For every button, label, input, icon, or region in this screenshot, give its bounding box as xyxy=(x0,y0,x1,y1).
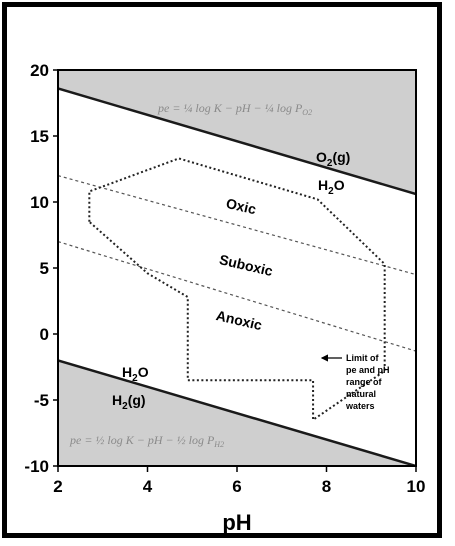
svg-text:Limit of: Limit of xyxy=(346,353,379,363)
svg-text:natural: natural xyxy=(346,389,376,399)
lower-equation: pe = ½ log K − pH − ½ log PH2 xyxy=(69,433,224,449)
y-tick-label: 10 xyxy=(30,193,49,212)
y-axis-ticks: 20 15 10 5 0 -5 -10 xyxy=(24,61,58,476)
x-axis-title: pH xyxy=(222,510,251,535)
h2-gas-label: H2(g) xyxy=(112,392,146,412)
o2-stability-region xyxy=(58,70,416,195)
x-tick-label: 10 xyxy=(407,477,426,496)
y-tick-label: 5 xyxy=(40,259,49,278)
y-tick-label: 0 xyxy=(40,325,49,344)
y-tick-label: -10 xyxy=(24,457,49,476)
natural-waters-range xyxy=(88,157,386,422)
svg-text:pe and pH: pe and pH xyxy=(346,365,390,375)
upper-equation: pe = ¼ log K − pH − ¼ log PO2 xyxy=(157,101,312,117)
anoxic-label: Anoxic xyxy=(215,307,264,333)
svg-text:range of: range of xyxy=(346,377,383,387)
x-tick-label: 8 xyxy=(322,477,331,496)
limit-note: Limit of pe and pH range of natural wate… xyxy=(345,353,390,411)
y-tick-label: -5 xyxy=(34,391,49,410)
o2-gas-label: O2(g) xyxy=(316,149,350,169)
x-tick-label: 2 xyxy=(53,477,62,496)
oxic-label: Oxic xyxy=(225,195,258,217)
h2-h2o-boundary-line xyxy=(58,359,416,466)
x-tick-label: 6 xyxy=(232,477,241,496)
suboxic-anoxic-boundary xyxy=(58,241,416,352)
x-tick-label: 4 xyxy=(143,477,153,496)
x-axis-ticks: 2 4 6 8 10 xyxy=(53,466,425,496)
y-tick-label: 15 xyxy=(30,127,49,146)
h2o-upper-label: H2O xyxy=(318,177,345,197)
h2o-lower-label: H2O xyxy=(122,364,149,384)
svg-text:waters: waters xyxy=(345,401,375,411)
oxic-suboxic-boundary xyxy=(58,175,416,276)
y-tick-label: 20 xyxy=(30,61,49,80)
suboxic-label: Suboxic xyxy=(218,251,275,279)
o2-h2o-boundary-line xyxy=(58,87,416,196)
